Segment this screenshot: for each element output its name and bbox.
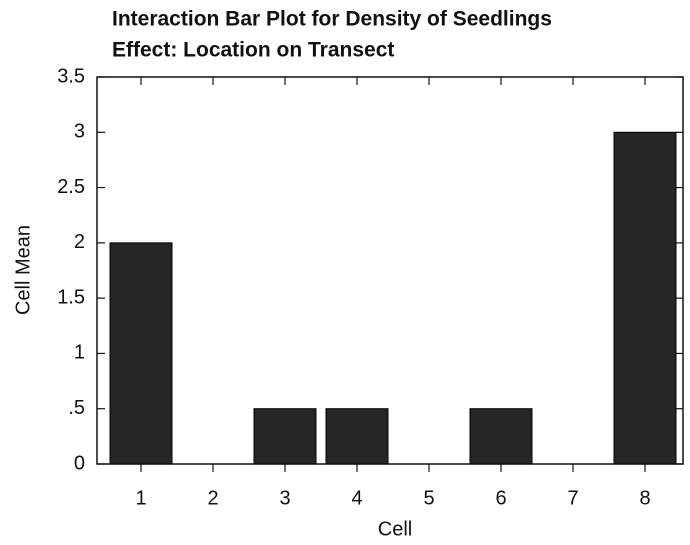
chart-subtitle: Effect: Location on Transect	[112, 39, 394, 62]
bar	[325, 408, 389, 465]
bar	[469, 408, 533, 465]
x-tick-label: 1	[135, 487, 146, 509]
x-tick-label: 3	[279, 487, 290, 509]
y-tick-label: 3.5	[57, 65, 85, 87]
y-axis-label: Cell Mean	[12, 225, 34, 315]
x-axis-label: Cell	[378, 518, 412, 540]
y-tick-label: 1	[74, 342, 85, 364]
chart-title: Interaction Bar Plot for Density of Seed…	[112, 8, 552, 31]
bar	[253, 408, 317, 465]
x-tick-label: 5	[423, 487, 434, 509]
bar	[613, 131, 677, 465]
y-tick-label: 0	[74, 452, 85, 474]
y-tick-label: 1.5	[57, 286, 85, 308]
y-tick-label: 2	[74, 231, 85, 253]
x-tick-label: 6	[495, 487, 506, 509]
bar	[109, 242, 173, 465]
y-tick-label: .5	[68, 397, 85, 419]
x-tick-label: 4	[351, 487, 362, 509]
y-tick-label: 3	[74, 121, 85, 143]
x-tick-label: 7	[567, 487, 578, 509]
x-tick-label: 2	[207, 487, 218, 509]
plot-frame	[96, 76, 684, 465]
y-tick-label: 2.5	[57, 176, 85, 198]
x-tick-label: 8	[639, 487, 650, 509]
